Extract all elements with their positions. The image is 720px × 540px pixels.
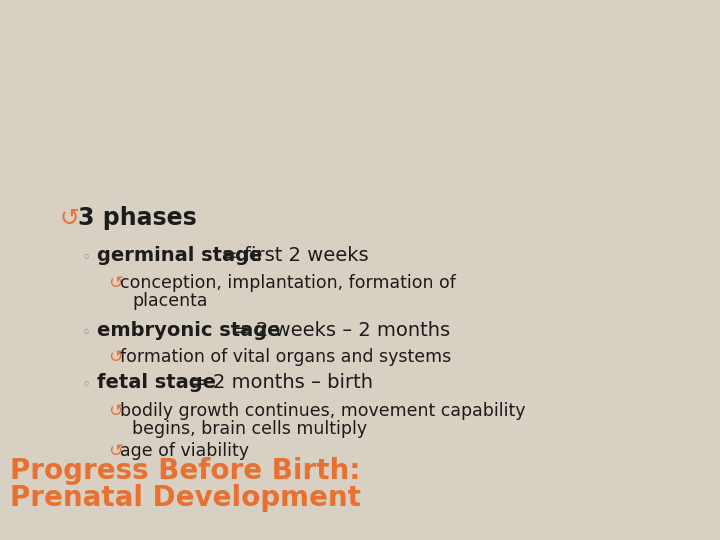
Text: ◦: ◦ — [82, 250, 91, 265]
Text: Prenatal Development: Prenatal Development — [10, 484, 361, 512]
Text: embryonic stage: embryonic stage — [97, 321, 281, 340]
Text: formation of vital organs and systems: formation of vital organs and systems — [120, 348, 451, 366]
Text: ↺: ↺ — [60, 206, 80, 230]
Text: conception, implantation, formation of: conception, implantation, formation of — [120, 274, 456, 292]
Text: placenta: placenta — [132, 292, 207, 310]
Text: ◦: ◦ — [82, 377, 91, 392]
Text: = first 2 weeks: = first 2 weeks — [215, 246, 369, 265]
Text: fetal stage: fetal stage — [97, 373, 216, 392]
Text: = 2 weeks – 2 months: = 2 weeks – 2 months — [227, 321, 450, 340]
Text: 3 phases: 3 phases — [78, 206, 197, 230]
Text: ↺: ↺ — [108, 348, 122, 366]
Text: = 2 months – birth: = 2 months – birth — [184, 373, 373, 392]
Text: ↺: ↺ — [108, 402, 122, 420]
Text: germinal stage: germinal stage — [97, 246, 262, 265]
Text: ◦: ◦ — [82, 325, 91, 340]
Text: Progress Before Birth:: Progress Before Birth: — [10, 457, 361, 485]
Text: age of viability: age of viability — [120, 442, 249, 460]
Text: ↺: ↺ — [108, 274, 122, 292]
Text: bodily growth continues, movement capability: bodily growth continues, movement capabi… — [120, 402, 526, 420]
Text: ↺: ↺ — [108, 442, 122, 460]
Text: begins, brain cells multiply: begins, brain cells multiply — [132, 420, 367, 438]
